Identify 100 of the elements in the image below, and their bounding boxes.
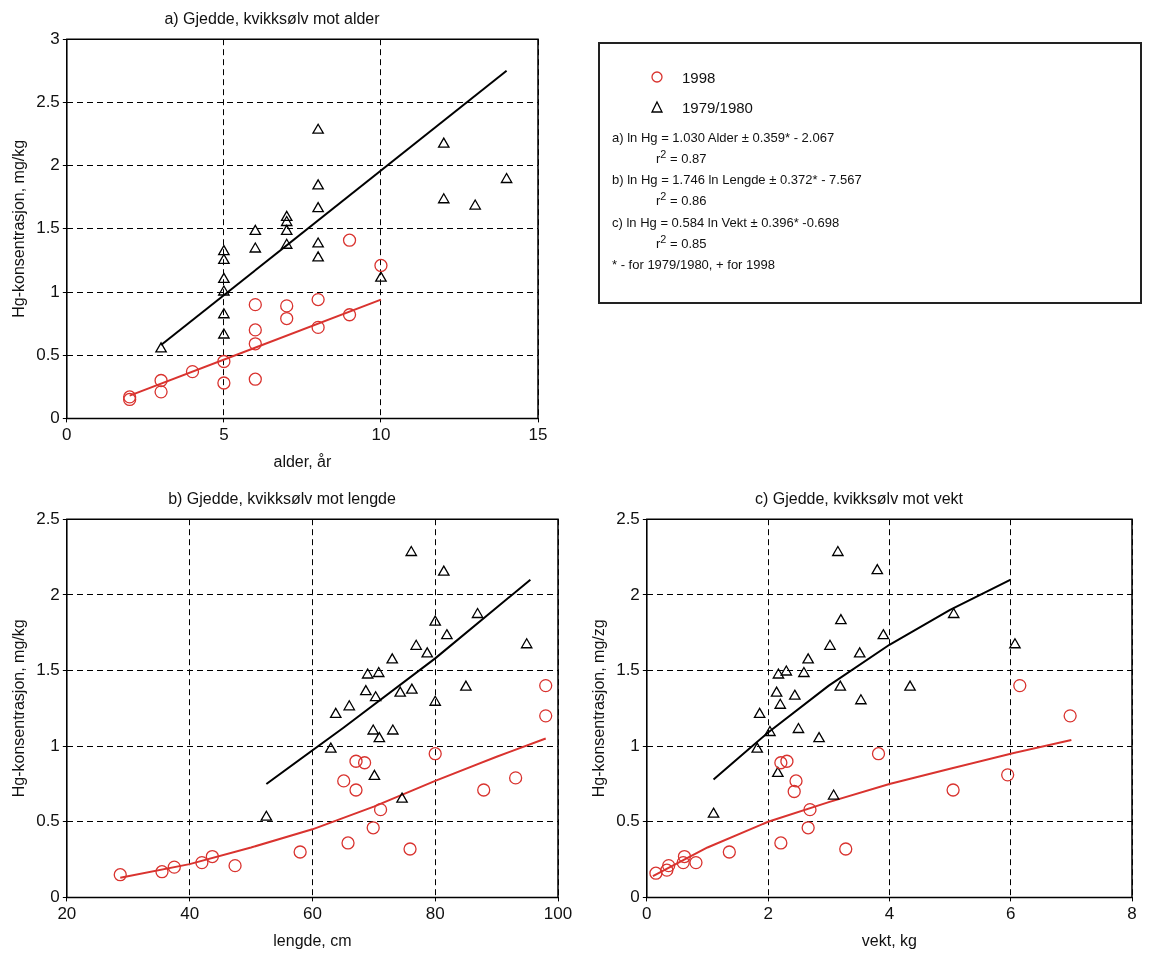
point (205, 849, 219, 864)
point (155, 865, 169, 879)
point (827, 789, 840, 800)
point (774, 698, 787, 709)
point (429, 695, 442, 706)
point (437, 565, 450, 576)
point (780, 665, 793, 676)
x-tick-label: 80 (425, 904, 445, 924)
point (218, 285, 230, 296)
point (368, 769, 381, 781)
point (753, 707, 766, 718)
x-tick-label: 8 (1127, 904, 1137, 924)
point (871, 747, 886, 761)
point (311, 292, 325, 307)
point (312, 201, 324, 213)
point (248, 372, 262, 386)
text: r$^{2}$ = 0.87 (655, 147, 708, 167)
y-tick-label: 2 (50, 155, 60, 175)
x-axis-title: lengde, cm (273, 931, 352, 949)
point (113, 868, 127, 882)
point (780, 754, 794, 768)
point (751, 742, 764, 753)
point (508, 771, 523, 785)
x-axis-title: vekt, kg (861, 931, 917, 949)
point (280, 311, 294, 326)
point (477, 783, 491, 797)
y-tick-label: 2.5 (616, 508, 640, 528)
point (359, 685, 372, 696)
point (357, 756, 372, 770)
point (329, 707, 342, 718)
y-tick-label: 2 (50, 584, 60, 604)
x-tick-label: 100 (543, 904, 573, 924)
point (248, 323, 262, 337)
point (372, 666, 385, 678)
point (660, 863, 674, 877)
y-tick-label: 1.5 (36, 660, 60, 680)
x-axis-title: alder, år (273, 452, 332, 470)
x-tick-label: 5 (219, 425, 229, 445)
point (792, 722, 805, 734)
point (324, 742, 337, 753)
point (539, 678, 553, 693)
chart-title: c) Gjedde, kvikksølv mot vekt (754, 490, 964, 508)
point (349, 754, 363, 768)
point (798, 666, 810, 678)
point (260, 810, 273, 821)
point (662, 858, 676, 873)
point (946, 783, 960, 797)
point (218, 308, 230, 319)
point (770, 686, 783, 697)
x-tick-label: 60 (302, 904, 322, 924)
text: a) ln Hg = 1.030 Alder ± 0.359* - 2.067 (612, 130, 836, 145)
point (441, 629, 453, 640)
text: r$^{2}$ = 0.85 (655, 231, 708, 251)
legend-label: 1979/1980 (682, 98, 753, 116)
point (280, 299, 294, 313)
y-tick-label: 1 (630, 735, 640, 755)
point (394, 686, 407, 697)
y-tick-label: 1.5 (616, 660, 640, 680)
point (280, 224, 293, 235)
point (802, 653, 814, 664)
point (871, 563, 884, 575)
point (218, 253, 230, 265)
point (218, 272, 230, 284)
point (167, 860, 181, 874)
point (855, 694, 867, 705)
y-tick-label: 1.5 (36, 218, 60, 238)
point (429, 615, 442, 626)
y-tick-label: 2.5 (36, 92, 60, 112)
point (771, 766, 784, 777)
point (1013, 678, 1027, 693)
point (787, 784, 801, 799)
y-tick-label: 0 (50, 408, 60, 428)
point (218, 244, 230, 256)
point (707, 807, 720, 818)
point (764, 725, 776, 737)
y-tick-label: 2.5 (36, 508, 60, 528)
point (311, 320, 325, 335)
point (312, 123, 324, 134)
point (774, 836, 788, 850)
point (772, 668, 785, 679)
y-tick-label: 2 (630, 584, 640, 604)
point (813, 731, 825, 743)
point (249, 242, 262, 253)
point (1009, 638, 1021, 649)
point (460, 680, 472, 691)
x-tick-label: 15 (528, 425, 548, 445)
point (904, 680, 916, 691)
point (293, 845, 307, 859)
x-tick-label: 6 (1005, 904, 1016, 924)
point (217, 354, 231, 369)
point (689, 855, 703, 870)
point (369, 691, 382, 702)
point (367, 724, 380, 735)
y-tick-label: 0.5 (36, 811, 60, 831)
point (774, 756, 788, 770)
point (788, 689, 801, 700)
point (375, 271, 387, 282)
point (471, 607, 484, 619)
point (520, 638, 533, 649)
y-tick-label: 0.5 (36, 344, 60, 364)
